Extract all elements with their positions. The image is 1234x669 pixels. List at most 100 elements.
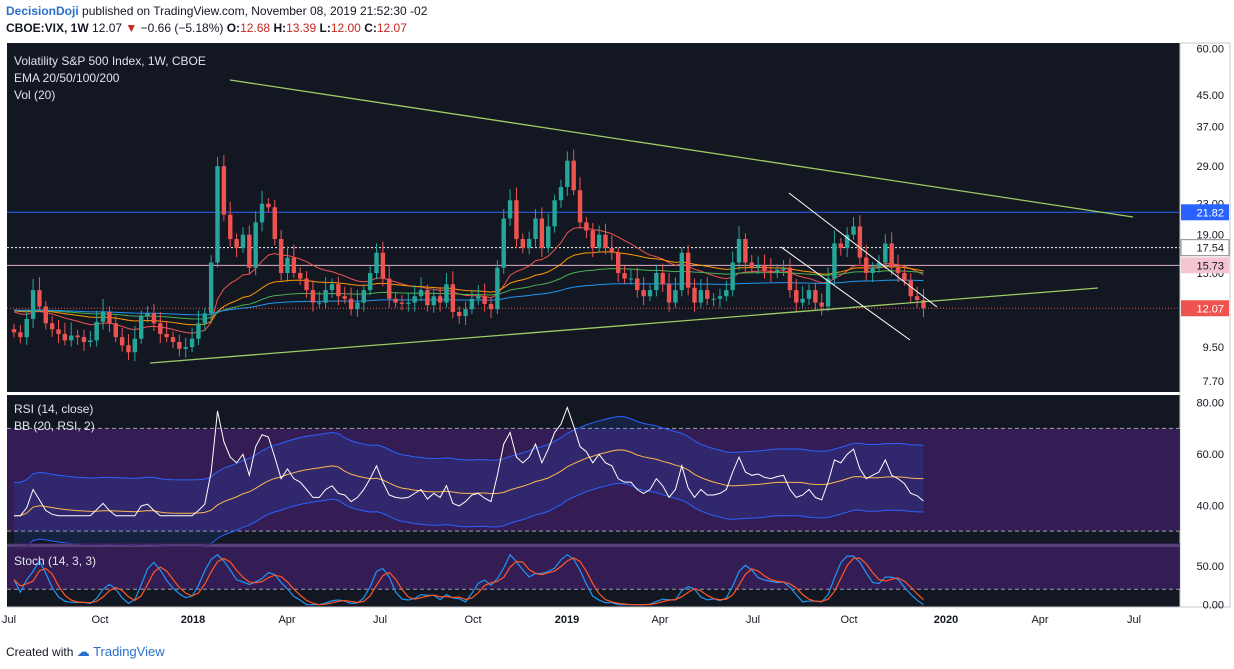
- candle: [62, 322, 68, 346]
- candle: [291, 244, 297, 278]
- tradingview-brand[interactable]: TradingView: [93, 644, 165, 659]
- candle-body: [743, 239, 748, 263]
- candle-body: [323, 290, 328, 303]
- candle: [857, 215, 863, 264]
- price-tag-red: 12.07: [1181, 300, 1229, 317]
- candle-body: [622, 273, 627, 279]
- candle-body: [221, 166, 227, 215]
- candle: [596, 225, 602, 253]
- candle: [100, 298, 106, 330]
- candle-body: [81, 337, 87, 343]
- candle: [208, 255, 214, 323]
- candle: [387, 265, 392, 308]
- candle: [705, 277, 710, 306]
- author-name[interactable]: DecisionDoji: [6, 4, 79, 18]
- candle-body: [755, 265, 761, 268]
- candle: [380, 241, 386, 287]
- candle: [170, 331, 176, 349]
- close-label: C:: [364, 21, 377, 35]
- candle-body: [208, 262, 214, 314]
- candle-body: [342, 296, 347, 299]
- candle: [457, 306, 462, 324]
- candle-body: [794, 290, 799, 303]
- price-tick-label: 7.70: [1203, 376, 1224, 388]
- last-price: 12.07: [92, 21, 123, 35]
- candle-body: [119, 337, 125, 346]
- candle-body: [18, 332, 23, 338]
- candle: [304, 271, 309, 298]
- candle-body: [88, 340, 93, 343]
- candle-body: [37, 290, 42, 307]
- candle: [189, 327, 195, 353]
- down-arrow-icon: ▼: [125, 21, 138, 35]
- candle: [202, 307, 207, 331]
- created-with-text: Created with: [6, 645, 74, 659]
- upper-trendline: [229, 79, 1134, 218]
- candle-body: [285, 257, 290, 274]
- candle-body: [616, 252, 621, 274]
- candle-body: [889, 243, 894, 268]
- symbol-label: CBOE:VIX, 1W: [6, 21, 89, 35]
- candle-body: [450, 284, 456, 312]
- price-tag-blue: 21.82: [1181, 204, 1229, 221]
- candle: [221, 155, 227, 221]
- candle-body: [253, 222, 258, 268]
- stoch-k-line: [13, 553, 924, 606]
- candle-body: [177, 342, 182, 349]
- stoch-tick-label: 50.00: [1196, 561, 1224, 573]
- bb-basis-line: [14, 449, 924, 517]
- candle-body: [43, 306, 48, 324]
- candle: [558, 179, 564, 208]
- candle: [431, 288, 436, 313]
- candle: [75, 329, 80, 345]
- candle: [749, 255, 754, 273]
- candle: [654, 265, 659, 297]
- candle: [437, 286, 443, 312]
- candle: [876, 255, 882, 273]
- candle: [864, 244, 869, 281]
- candle: [838, 237, 843, 256]
- candle-body: [711, 298, 716, 300]
- candle: [501, 209, 506, 274]
- candle: [660, 263, 665, 292]
- candle: [228, 201, 233, 247]
- candle-body: [851, 226, 856, 235]
- candle: [794, 278, 799, 312]
- candle-body: [921, 300, 926, 309]
- candle: [450, 271, 456, 319]
- candle-body: [603, 234, 608, 249]
- candle-body: [247, 234, 252, 268]
- candle: [374, 243, 379, 280]
- candle-body: [819, 302, 824, 307]
- candle: [914, 286, 920, 308]
- time-tick-label: Jul: [746, 614, 760, 626]
- time-tick-label: Jul: [2, 614, 16, 626]
- candle: [399, 295, 405, 311]
- candle-body: [876, 262, 882, 268]
- time-tick-label: 2020: [934, 614, 958, 626]
- candle: [724, 280, 729, 302]
- candle-body: [240, 234, 246, 249]
- candle: [30, 278, 36, 328]
- candle-body: [183, 347, 188, 349]
- candle: [635, 267, 640, 298]
- candle-body: [164, 333, 169, 338]
- candle-body: [698, 290, 704, 303]
- candle-body: [228, 214, 233, 240]
- candle: [832, 230, 837, 285]
- candle-body: [673, 290, 678, 303]
- tradingview-logo-icon[interactable]: ☁: [76, 644, 90, 659]
- candle-body: [539, 218, 545, 249]
- candle-body: [196, 323, 201, 339]
- candle-body: [864, 257, 869, 274]
- candle: [787, 258, 793, 298]
- candle: [469, 289, 475, 315]
- candle: [183, 337, 188, 358]
- candle: [253, 211, 258, 276]
- rsi-line: [14, 405, 924, 517]
- publish-info: DecisionDoji published on TradingView.co…: [6, 4, 427, 18]
- candle: [234, 233, 239, 258]
- candle: [418, 277, 424, 302]
- candle-body: [374, 252, 379, 274]
